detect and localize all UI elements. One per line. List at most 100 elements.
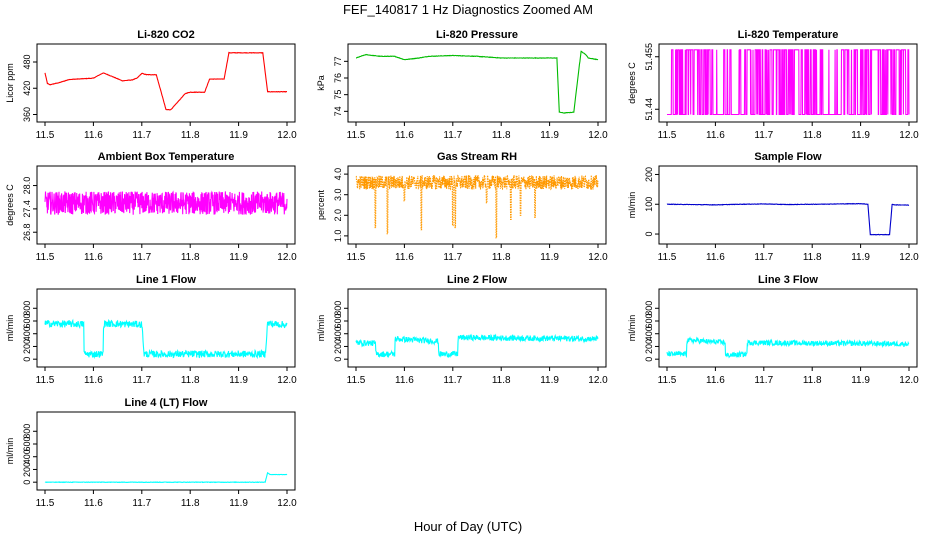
x-tick-label: 11.5 (36, 130, 55, 141)
x-tick-label: 11.6 (706, 375, 725, 386)
y-tick-label: 800 (644, 301, 654, 316)
y-axis-label: percent (316, 189, 326, 220)
x-tick-label: 11.5 (658, 130, 677, 141)
plot-frame (347, 165, 607, 245)
y-axis-label: degrees C (627, 62, 637, 104)
plot-frame (36, 165, 296, 245)
y-tick-label: 400 (22, 326, 32, 341)
x-tick-label: 11.7 (754, 375, 773, 386)
x-tick-label: 12.0 (277, 252, 297, 263)
y-tick-label: 3.0 (333, 188, 343, 201)
data-series-line (44, 190, 288, 216)
y-tick-label: 0 (644, 357, 654, 362)
x-tick-label: 11.5 (347, 130, 366, 141)
figure-xlabel: Hour of Day (UTC) (414, 519, 522, 534)
y-tick-label: 200 (333, 339, 343, 354)
y-tick-label: 420 (22, 81, 32, 96)
plot-frame (347, 288, 607, 368)
y-tick-label: 0 (22, 357, 32, 362)
y-tick-label: 74 (333, 106, 343, 116)
chart-panel: Sample Flow 11.5 11.6 11.7 11.8 11.9 12.0 0 100 2… (627, 151, 919, 263)
y-axis-label: ml/min (5, 438, 15, 465)
plot-frame (658, 165, 918, 245)
figure-title: FEF_140817 1 Hz Diagnostics Zoomed AM (343, 2, 593, 17)
plot-frame (658, 288, 918, 368)
x-tick-label: 11.9 (851, 252, 870, 263)
chart-panel: Line 3 Flow 11.5 11.6 11.7 11.8 11.9 12.0 0 2004… (627, 274, 919, 386)
x-tick-label: 11.7 (754, 252, 773, 263)
y-tick-label: 400 (333, 326, 343, 341)
x-tick-label: 11.8 (803, 252, 822, 263)
x-tick-label: 12.0 (277, 498, 297, 509)
chart-panel: Li-820 Temperature 11.5 11.6 11.7 11.8 11.9 12… (627, 29, 919, 141)
x-tick-label: 11.5 (36, 375, 55, 386)
plot-frame (658, 43, 918, 123)
x-tick-label: 11.7 (132, 130, 151, 141)
data-series-line (355, 333, 599, 359)
x-tick-label: 11.7 (754, 130, 773, 141)
y-tick-label: 0 (22, 480, 32, 485)
x-tick-label: 11.5 (347, 375, 366, 386)
y-tick-label: 800 (22, 301, 32, 316)
y-tick-label: 600 (333, 313, 343, 328)
plot-frame (36, 288, 296, 368)
y-axis-label: Licor ppm (5, 63, 15, 103)
y-tick-label: 0 (644, 232, 654, 237)
y-tick-label: 600 (22, 313, 32, 328)
chart-title: Gas Stream RH (437, 151, 517, 163)
x-tick-label: 11.9 (851, 375, 870, 386)
chart-panel: Ambient Box Temperature 11.5 11.6 11.7 11.8 1… (5, 151, 297, 263)
x-tick-label: 11.8 (803, 375, 822, 386)
y-tick-label: 800 (22, 424, 32, 439)
y-tick-label: 76 (333, 73, 343, 83)
chart-panel: Li-820 CO2 11.5 11.6 11.7 11.8 11.9 12.0 360 420… (5, 29, 297, 141)
y-tick-label: 200 (644, 167, 654, 182)
chart-title: Li-820 Temperature (738, 29, 839, 41)
chart-panel: Li-820 Pressure 11.5 11.6 11.7 11.8 11.9 12.0 7… (316, 29, 608, 141)
x-tick-label: 11.6 (706, 252, 725, 263)
chart-panel: Line 2 Flow 11.5 11.6 11.7 11.8 11.9 12.0 0 2004… (316, 274, 608, 386)
y-tick-label: 600 (644, 313, 654, 328)
x-tick-label: 12.0 (899, 252, 919, 263)
chart-title: Line 4 (LT) Flow (125, 397, 208, 409)
chart-panel: Line 1 Flow 11.5 11.6 11.7 11.8 11.9 12.0 0 2004… (5, 274, 297, 386)
x-tick-label: 11.9 (229, 375, 248, 386)
x-tick-label: 11.6 (84, 498, 103, 509)
x-tick-label: 11.8 (181, 130, 200, 141)
y-tick-label: 4.0 (333, 168, 343, 181)
x-tick-label: 11.6 (706, 130, 725, 141)
x-tick-label: 11.8 (181, 375, 200, 386)
x-tick-label: 11.5 (36, 498, 55, 509)
y-axis-label: kPa (316, 75, 326, 91)
x-tick-label: 11.7 (132, 375, 151, 386)
x-tick-label: 12.0 (899, 130, 919, 141)
chart-title: Line 2 Flow (447, 274, 507, 286)
data-series-line (44, 471, 288, 484)
data-series-line (356, 50, 599, 114)
chart-title: Li-820 Pressure (436, 29, 518, 41)
x-tick-label: 11.8 (181, 498, 200, 509)
x-tick-label: 11.8 (181, 252, 200, 263)
data-series-line (355, 174, 599, 239)
chart-panel: Gas Stream RH 11.5 11.6 11.7 11.8 11.9 12.0 1.0… (316, 151, 608, 263)
data-series-line (44, 51, 287, 111)
y-tick-label: 400 (22, 449, 32, 464)
chart-title: Ambient Box Temperature (98, 151, 235, 163)
y-tick-label: 0 (333, 357, 343, 362)
plot-frame (36, 43, 296, 123)
chart-title: Line 1 Flow (136, 274, 196, 286)
x-tick-label: 11.8 (492, 130, 511, 141)
y-axis-label: ml/min (316, 315, 326, 342)
y-axis-label: ml/min (627, 315, 637, 342)
plot-frame (347, 43, 607, 123)
y-tick-label: 51.455 (644, 43, 654, 71)
x-tick-label: 11.9 (851, 130, 870, 141)
x-tick-label: 11.8 (492, 375, 511, 386)
x-tick-label: 11.7 (443, 375, 462, 386)
x-tick-label: 11.7 (132, 252, 151, 263)
y-tick-label: 800 (333, 301, 343, 316)
x-tick-label: 11.5 (36, 252, 55, 263)
y-tick-label: 75 (333, 90, 343, 100)
x-tick-label: 11.8 (803, 130, 822, 141)
